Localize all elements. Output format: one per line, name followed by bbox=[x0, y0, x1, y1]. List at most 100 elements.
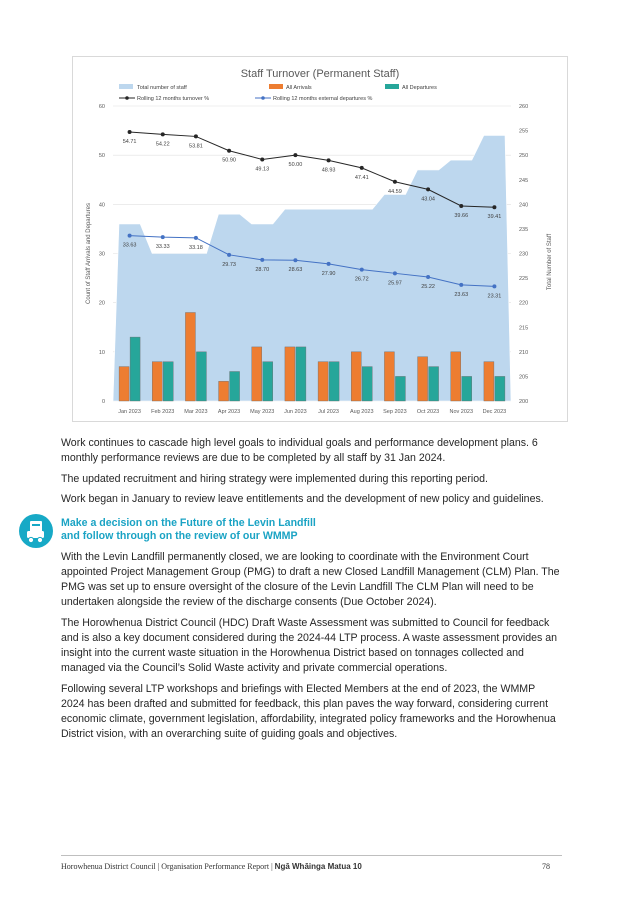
y-left-tick-label: 50 bbox=[99, 153, 105, 159]
paragraph-leave: Work began in January to review leave en… bbox=[61, 493, 544, 505]
y-left-tick-label: 30 bbox=[99, 252, 105, 258]
y-right-tick-label: 255 bbox=[519, 129, 528, 135]
y-right-tick-label: 230 bbox=[519, 252, 528, 258]
legend-label-departures: All Departures bbox=[402, 85, 437, 91]
y-left-tick-label: 40 bbox=[99, 202, 105, 208]
bar-arrivals-7 bbox=[317, 361, 329, 402]
y-right-tick-label: 250 bbox=[519, 153, 528, 159]
legend-marker-external bbox=[261, 96, 265, 100]
y-left-tick-label: 10 bbox=[99, 350, 105, 356]
bar-departures-11 bbox=[461, 376, 472, 402]
data-label-turnover-7: 48.93 bbox=[322, 167, 336, 173]
bar-arrivals-10 bbox=[417, 356, 428, 402]
point-external-9 bbox=[392, 271, 397, 276]
chart-svg: Staff Turnover (Permanent Staff) Total nu… bbox=[86, 68, 553, 415]
y-right-tick-label: 235 bbox=[519, 227, 528, 233]
point-external-10 bbox=[426, 275, 431, 280]
legend-marker-turnover bbox=[125, 96, 129, 100]
point-turnover-9 bbox=[392, 179, 397, 184]
paragraph-landfill: With the Levin Landfill permanently clos… bbox=[61, 551, 560, 608]
point-turnover-10 bbox=[426, 187, 431, 192]
y-right-tick-label: 225 bbox=[519, 276, 528, 282]
section-title-line-2: and follow through on the review of our … bbox=[61, 530, 298, 542]
point-turnover-2 bbox=[160, 132, 165, 137]
y-right-tick-label: 205 bbox=[519, 374, 528, 380]
y-right-tick-label: 210 bbox=[519, 350, 528, 356]
page-number: 78 bbox=[542, 862, 550, 871]
legend-swatch-total bbox=[119, 84, 133, 89]
y-right-tick-label: 260 bbox=[519, 104, 528, 110]
paragraph-recruitment: The updated recruitment and hiring strat… bbox=[61, 473, 488, 485]
data-label-external-9: 25.97 bbox=[388, 280, 402, 286]
bar-arrivals-11 bbox=[450, 351, 461, 402]
data-label-external-4: 29.73 bbox=[222, 262, 236, 268]
x-tick-label-8: Aug 2023 bbox=[350, 409, 374, 415]
footer-text: Horowhenua District Council | Organisati… bbox=[61, 862, 362, 871]
data-label-turnover-11: 39.66 bbox=[454, 213, 468, 219]
data-label-turnover-1: 54.71 bbox=[123, 139, 137, 145]
point-turnover-5 bbox=[260, 157, 265, 162]
legend-swatch-arrivals bbox=[269, 84, 283, 89]
y-right-axis-title: Total Number of Staff bbox=[547, 234, 553, 291]
paragraph-goals: Work continues to cascade high level goa… bbox=[61, 437, 538, 464]
legend-label-turnover: Rolling 12 months turnover % bbox=[137, 96, 209, 102]
y-right-tick-label: 200 bbox=[519, 399, 528, 405]
y-left-tick-label: 60 bbox=[99, 104, 105, 110]
point-external-2 bbox=[160, 235, 165, 240]
data-label-turnover-4: 50.90 bbox=[222, 158, 236, 164]
point-turnover-7 bbox=[326, 158, 331, 163]
section-title: Make a decision on the Future of the Lev… bbox=[61, 517, 391, 543]
x-tick-label-6: Jun 2023 bbox=[284, 409, 307, 415]
bar-departures-6 bbox=[295, 346, 307, 402]
bar-departures-1 bbox=[129, 336, 141, 402]
bar-departures-3 bbox=[196, 351, 207, 402]
point-turnover-6 bbox=[293, 153, 298, 158]
point-external-8 bbox=[359, 267, 364, 272]
point-external-11 bbox=[459, 282, 464, 287]
legend-label-total: Total number of staff bbox=[137, 85, 187, 91]
point-turnover-8 bbox=[359, 165, 364, 170]
data-label-turnover-9: 44.59 bbox=[388, 189, 402, 195]
data-label-turnover-5: 49.13 bbox=[255, 166, 269, 172]
x-tick-label-3: Mar 2023 bbox=[184, 409, 207, 415]
data-label-external-5: 28.70 bbox=[255, 267, 269, 273]
line-turnover bbox=[129, 131, 495, 208]
point-turnover-3 bbox=[193, 134, 198, 139]
point-turnover-4 bbox=[227, 148, 232, 153]
data-label-external-8: 26.72 bbox=[355, 277, 369, 283]
footer-bold: Ngā Whāinga Matua 10 bbox=[274, 862, 362, 871]
point-external-1 bbox=[127, 233, 132, 238]
data-label-turnover-10: 43.04 bbox=[421, 196, 435, 202]
x-tick-label-11: Nov 2023 bbox=[449, 409, 473, 415]
point-turnover-12 bbox=[492, 205, 497, 210]
footer-org: Horowhenua District Council | Organisati… bbox=[61, 862, 273, 871]
data-label-external-2: 33.33 bbox=[156, 244, 170, 250]
data-label-external-7: 27.90 bbox=[322, 271, 336, 277]
data-label-external-11: 23.63 bbox=[454, 292, 468, 298]
bar-arrivals-5 bbox=[251, 346, 262, 402]
x-tick-label-9: Sep 2023 bbox=[383, 409, 407, 415]
point-turnover-1 bbox=[127, 130, 132, 135]
data-label-external-10: 25.22 bbox=[421, 284, 435, 290]
x-tick-label-12: Dec 2023 bbox=[483, 409, 507, 415]
x-tick-label-7: Jul 2023 bbox=[318, 409, 339, 415]
bar-arrivals-3 bbox=[185, 312, 196, 402]
bar-arrivals-1 bbox=[118, 366, 130, 402]
bar-departures-2 bbox=[163, 361, 174, 402]
data-label-external-6: 28.63 bbox=[289, 267, 303, 273]
data-label-turnover-12: 39.41 bbox=[488, 214, 502, 220]
data-label-turnover-8: 47.41 bbox=[355, 175, 369, 181]
point-external-5 bbox=[260, 257, 265, 262]
chart-title: Staff Turnover (Permanent Staff) bbox=[241, 68, 400, 80]
bar-departures-7 bbox=[328, 361, 340, 402]
bar-departures-9 bbox=[395, 376, 406, 402]
bar-arrivals-4 bbox=[218, 381, 229, 402]
point-external-6 bbox=[293, 258, 298, 263]
bar-arrivals-2 bbox=[152, 361, 163, 402]
bar-departures-4 bbox=[229, 371, 240, 402]
data-label-turnover-6: 50.00 bbox=[289, 162, 303, 168]
landfill-truck-icon bbox=[19, 514, 53, 548]
paragraph-wmmp: Following several LTP workshops and brie… bbox=[61, 683, 556, 740]
data-label-external-12: 23.31 bbox=[488, 293, 502, 299]
point-external-3 bbox=[193, 235, 198, 240]
